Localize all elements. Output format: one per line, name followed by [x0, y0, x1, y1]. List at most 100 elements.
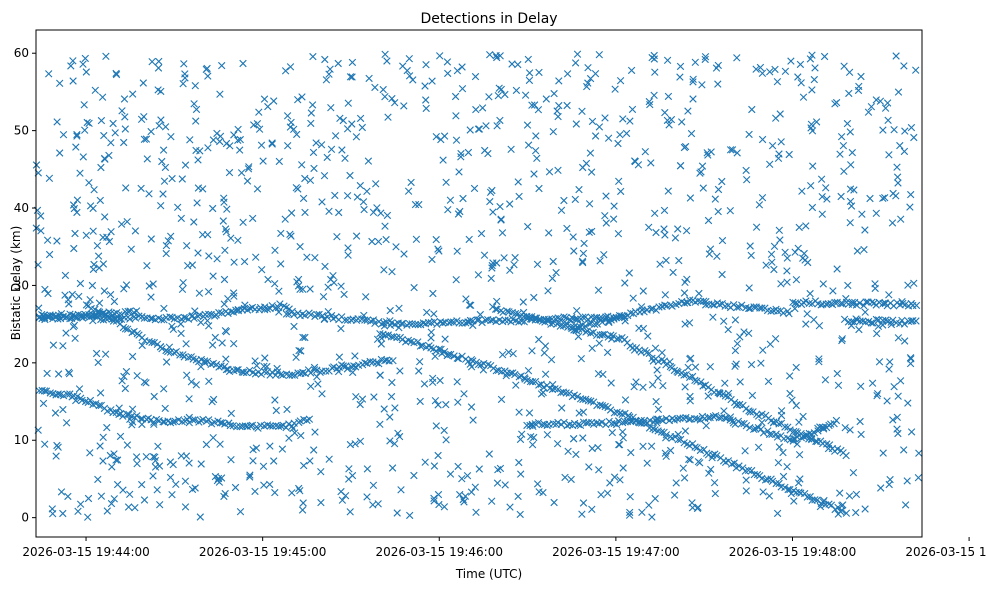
clutter-point [783, 254, 791, 262]
track-point [615, 311, 624, 320]
track-point [377, 320, 386, 328]
clutter-point [619, 434, 627, 442]
clutter-point [542, 95, 550, 103]
clutter-point [844, 281, 852, 290]
clutter-point [331, 191, 339, 200]
clutter-point [883, 397, 891, 405]
x-tick-label: 2026-03-15 19:49:00 [905, 545, 987, 559]
clutter-point [271, 488, 279, 497]
track-point [538, 317, 547, 325]
clutter-point [714, 80, 722, 88]
clutter-point [689, 78, 697, 86]
clutter-point [493, 297, 501, 306]
clutter-point [843, 119, 852, 128]
track-point [785, 310, 793, 318]
track-point [790, 427, 798, 436]
clutter-point [900, 147, 909, 156]
track-point [562, 389, 570, 397]
clutter-point [54, 443, 62, 451]
track-point [95, 401, 103, 410]
clutter-point [222, 139, 231, 148]
clutter-point [901, 337, 909, 345]
clutter-point [475, 125, 484, 133]
clutter-point [73, 208, 81, 217]
y-tick-label: 10 [14, 433, 29, 447]
chart-title: Detections in Delay [420, 11, 557, 27]
clutter-point [259, 462, 268, 470]
clutter-point [89, 265, 98, 274]
clutter-point [541, 370, 550, 378]
clutter-point [183, 242, 191, 250]
clutter-point [845, 68, 854, 76]
clutter-point [837, 192, 845, 201]
track-point [789, 298, 797, 306]
clutter-point [429, 374, 437, 382]
track-point [491, 305, 500, 313]
track-point [205, 416, 213, 424]
clutter-point [571, 195, 579, 204]
clutter-point [893, 413, 901, 421]
clutter-point [885, 151, 893, 159]
clutter-point [162, 249, 170, 258]
clutter-point [460, 498, 468, 506]
track-point [889, 316, 897, 324]
clutter-point [671, 234, 680, 242]
track-point [117, 311, 126, 319]
clutter-point [688, 504, 697, 512]
clutter-point [627, 66, 636, 75]
clutter-point [651, 68, 659, 76]
track-point [598, 402, 607, 410]
clutter-point [808, 51, 816, 59]
clutter-point [625, 269, 633, 277]
clutter-point [227, 456, 235, 464]
clutter-point [277, 229, 285, 238]
clutter-point [733, 340, 742, 348]
track-point [673, 415, 682, 423]
clutter-point [846, 426, 854, 434]
track-point [562, 313, 570, 322]
clutter-point [534, 106, 543, 114]
clutter-point [847, 202, 856, 210]
clutter-point [41, 440, 49, 448]
clutter-point [193, 199, 201, 207]
clutter-point [96, 389, 105, 397]
clutter-point [786, 389, 794, 398]
clutter-point [72, 143, 80, 151]
clutter-point [808, 203, 817, 212]
clutter-point [51, 409, 60, 417]
clutter-point [113, 456, 122, 464]
track-point [554, 418, 562, 427]
clutter-point [477, 229, 486, 238]
clutter-point [73, 196, 82, 204]
clutter-point [88, 281, 97, 290]
track-point [260, 367, 269, 376]
track-point [610, 315, 618, 323]
clutter-point [876, 97, 885, 105]
clutter-point [270, 97, 278, 105]
clutter-point [341, 492, 350, 500]
clutter-point [221, 327, 230, 335]
track-point [166, 419, 175, 427]
clutter-point [588, 505, 596, 513]
track-point [381, 331, 390, 340]
clutter-point [178, 285, 187, 293]
clutter-point [324, 283, 332, 291]
clutter-point [112, 69, 120, 78]
clutter-point [517, 470, 525, 478]
clutter-point [298, 93, 306, 101]
clutter-point [411, 200, 420, 209]
clutter-point [376, 371, 384, 379]
clutter-point [474, 271, 483, 279]
track-point [627, 309, 635, 317]
clutter-point [792, 363, 800, 372]
clutter-point [609, 215, 618, 223]
clutter-point [432, 133, 440, 141]
track-point [607, 331, 615, 339]
clutter-point [652, 228, 660, 237]
clutter-point [459, 194, 467, 203]
track-point [738, 301, 746, 309]
clutter-point [352, 232, 361, 240]
y-axis: 0 10 20 30 40 50 60 [14, 46, 36, 525]
clutter-point [353, 193, 362, 201]
clutter-point [301, 333, 309, 342]
